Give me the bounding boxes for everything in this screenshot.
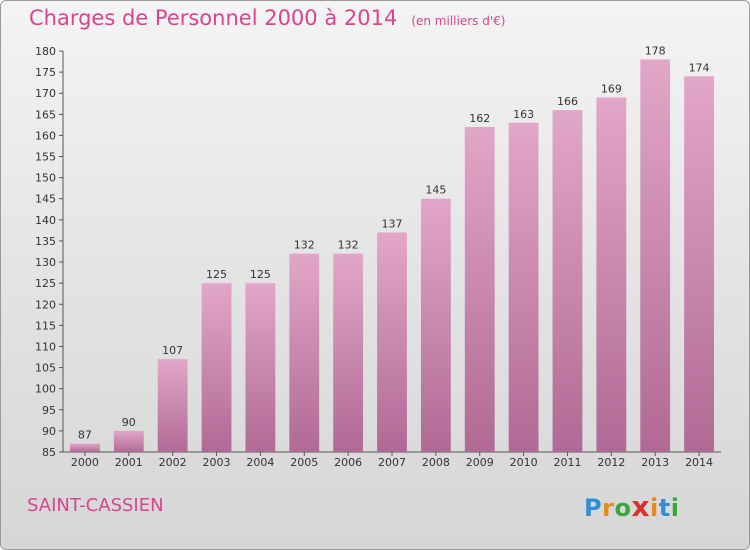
commune-name: SAINT-CASSIEN (27, 495, 164, 516)
bar-value-label: 125 (206, 268, 227, 281)
bar-value-label: 178 (645, 44, 666, 57)
x-tick-label: 2006 (334, 456, 362, 469)
x-tick-label: 2002 (159, 456, 187, 469)
bar (113, 430, 144, 452)
chart-subtitle: (en milliers d'€) (411, 14, 506, 28)
bar-value-label: 137 (382, 218, 403, 231)
y-tick-label: 100 (35, 383, 56, 396)
y-tick-label: 95 (42, 404, 56, 417)
y-tick-label: 170 (35, 87, 56, 100)
x-tick-label: 2008 (422, 456, 450, 469)
logo-letter: P (584, 494, 603, 522)
y-tick-label: 165 (35, 108, 56, 121)
bar (377, 232, 407, 452)
bar-value-label: 90 (122, 416, 136, 429)
bar (289, 253, 320, 452)
x-tick-label: 2001 (115, 456, 143, 469)
bar (333, 253, 364, 452)
x-tick-label: 2004 (246, 456, 274, 469)
chart-title-text: Charges de Personnel 2000 à 2014 (29, 6, 398, 30)
bar (640, 59, 671, 452)
proxiti-logo: Proxiti (584, 490, 679, 523)
x-tick-label: 2005 (290, 456, 318, 469)
bar-value-label: 169 (601, 82, 622, 95)
x-tick-label: 2007 (378, 456, 406, 469)
x-tick-label: 2014 (685, 456, 713, 469)
y-tick-label: 150 (35, 172, 56, 185)
bar-value-label: 125 (250, 268, 271, 281)
x-tick-label: 2003 (203, 456, 231, 469)
y-tick-label: 140 (35, 214, 56, 227)
x-tick-label: 2012 (597, 456, 625, 469)
y-tick-label: 105 (35, 362, 56, 375)
y-tick-label: 135 (35, 235, 56, 248)
logo-letter: r (602, 494, 615, 522)
bar (201, 283, 232, 452)
y-tick-label: 155 (35, 151, 56, 164)
chart-title: Charges de Personnel 2000 à 2014 (en mill… (29, 6, 505, 30)
x-tick-label: 2011 (553, 456, 581, 469)
logo-letter: x (631, 490, 650, 523)
y-tick-label: 160 (35, 129, 56, 142)
bar-value-label: 174 (689, 61, 710, 74)
bar (420, 198, 451, 452)
logo-letter: i (670, 494, 680, 522)
bar-value-label: 145 (425, 184, 446, 197)
y-tick-label: 85 (42, 446, 56, 459)
bar (70, 443, 100, 452)
logo-letter: t (658, 494, 671, 522)
x-tick-label: 2013 (641, 456, 669, 469)
bar (508, 122, 539, 452)
y-tick-label: 180 (35, 45, 56, 58)
bar (157, 359, 188, 452)
x-tick-label: 2009 (466, 456, 494, 469)
bar-value-label: 166 (557, 95, 578, 108)
bar-value-label: 107 (162, 344, 183, 357)
bar-value-label: 163 (513, 108, 534, 121)
y-tick-label: 115 (35, 319, 56, 332)
y-tick-label: 130 (35, 256, 56, 269)
y-tick-label: 145 (35, 193, 56, 206)
bar (245, 283, 276, 452)
bar (596, 97, 627, 452)
logo-letter: i (650, 494, 659, 522)
x-tick-label: 2000 (71, 456, 99, 469)
logo-letter: o (614, 494, 632, 522)
bar (464, 126, 495, 453)
bar-value-label: 87 (78, 429, 92, 442)
y-tick-label: 125 (35, 277, 56, 290)
bar-value-label: 132 (294, 239, 315, 252)
y-tick-label: 175 (35, 66, 56, 79)
y-tick-label: 110 (35, 340, 56, 353)
bar (552, 110, 583, 453)
y-tick-label: 90 (42, 425, 56, 438)
bar (684, 76, 714, 452)
bar-value-label: 132 (338, 239, 359, 252)
bar-value-label: 162 (469, 112, 490, 125)
y-tick-label: 120 (35, 298, 56, 311)
x-tick-label: 2010 (510, 456, 538, 469)
